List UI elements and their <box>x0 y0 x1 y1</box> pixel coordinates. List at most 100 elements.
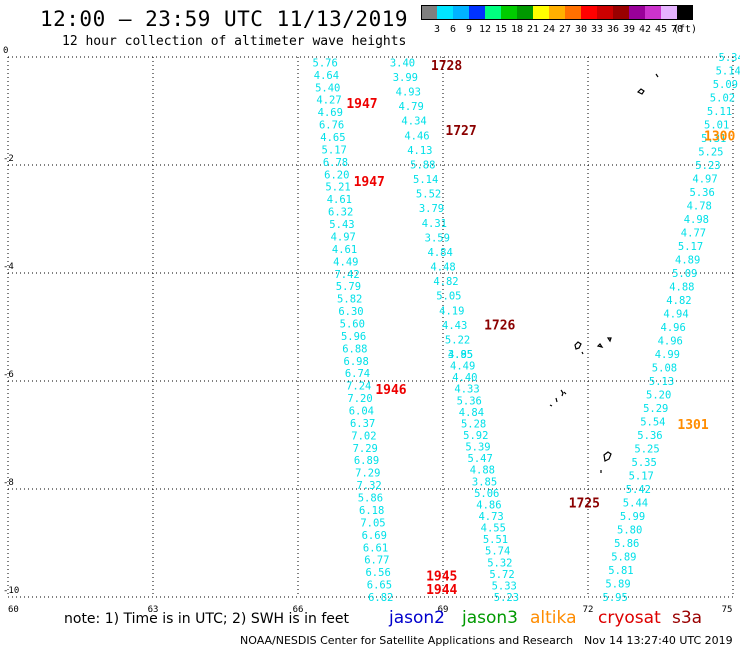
x-tick-label: 72 <box>583 605 594 615</box>
swh-value-label: 5.88 <box>410 159 435 171</box>
swh-value-label: 5.23 <box>695 160 720 172</box>
swh-value-label: 7.24 <box>346 381 371 393</box>
y-tick-label: -4 <box>3 262 14 272</box>
pass-time-label: 1947 <box>346 97 377 112</box>
colorbar-label: 27 <box>558 24 572 35</box>
swh-value-label: 5.47 <box>468 453 493 465</box>
colorbar-swatch <box>629 5 645 20</box>
legend-jason3: jason3 <box>462 608 518 628</box>
colorbar-label: 70 <box>670 24 684 35</box>
swh-value-label: 5.39 <box>465 442 490 454</box>
swh-value-label: 6.74 <box>345 368 370 380</box>
swh-value-label: 4.97 <box>331 231 356 243</box>
swh-value-label: 7.05 <box>360 517 385 529</box>
swh-value-label: 5.13 <box>649 376 674 388</box>
swh-value-label: 7.29 <box>355 468 380 480</box>
swh-value-label: 5.92 <box>463 430 488 442</box>
swh-value-label: 5.81 <box>608 565 633 577</box>
swh-value-label: 5.52 <box>416 189 441 201</box>
graticule: 60 63 66 69 72 75 0 -2 -4 -6 -8 -10 <box>3 46 734 615</box>
swh-value-label: 4.73 <box>478 511 503 523</box>
colorbar-swatch <box>581 5 597 20</box>
swh-value-label: 4.69 <box>318 107 343 119</box>
colorbar-swatch <box>661 5 677 20</box>
x-tick-label: 69 <box>438 605 449 615</box>
colorbar-swatch <box>533 5 549 20</box>
colorbar-swatch <box>549 5 565 20</box>
colorbar-label: 30 <box>574 24 588 35</box>
swh-value-label: 7.20 <box>347 393 372 405</box>
colorbar-label: 36 <box>606 24 620 35</box>
swh-value-label: 6.98 <box>344 356 369 368</box>
colorbar-swatch <box>597 5 613 20</box>
swh-value-label: 5.05 <box>436 291 461 303</box>
colorbar-swatch <box>517 5 533 20</box>
legend-cryosat: cryosat <box>598 608 661 628</box>
swh-value-label: 4.48 <box>430 262 455 274</box>
swh-value-label: 5.89 <box>605 579 630 591</box>
swh-value-label: 3.59 <box>425 232 450 244</box>
legend-jason2: jason2 <box>389 608 445 628</box>
swh-value-label: 5.60 <box>340 318 365 330</box>
pass-time-label: 1300 <box>704 129 735 144</box>
swh-value-label: 4.49 <box>450 361 475 373</box>
y-tick-label: -2 <box>3 154 14 164</box>
swh-value-label: 5.25 <box>634 444 659 456</box>
swh-value-label: 5.29 <box>643 403 668 415</box>
swh-value-label: 4.46 <box>404 130 429 142</box>
swh-value-label: 4.43 <box>442 320 467 332</box>
swh-value-label: 5.99 <box>620 511 645 523</box>
swh-value-label: 7.29 <box>353 443 378 455</box>
swh-value-label: 6.78 <box>323 157 348 169</box>
swh-value-label: 5.74 <box>485 546 510 558</box>
swh-value-label: 6.04 <box>349 406 374 418</box>
swh-value-label: 5.43 <box>329 219 354 231</box>
swh-value-label: 4.31 <box>422 218 447 230</box>
colorbar-label: 24 <box>542 24 556 35</box>
legend-s3a: s3a <box>672 608 703 628</box>
swh-value-label: 6.56 <box>365 567 390 579</box>
swh-value-label: 4.33 <box>454 384 479 396</box>
pass-time-label: 1946 <box>375 383 406 398</box>
x-tick-label: 75 <box>722 605 733 615</box>
swh-value-label: 4.88 <box>470 465 495 477</box>
swh-value-label: 4.65 <box>320 132 345 144</box>
swh-value-label: 4.84 <box>459 407 484 419</box>
pass-time-labels: 1728 1947 1727 1947 1300 1726 1946 1301 1725 1945… <box>346 59 735 598</box>
pass-time-label: 1726 <box>484 318 515 333</box>
colorbar-label: 3 <box>433 24 441 35</box>
swh-value-label: 5.54 <box>640 417 665 429</box>
swh-value-label: 6.18 <box>359 505 384 517</box>
swh-value-label: 4.88 <box>669 282 694 294</box>
colorbar-swatch <box>645 5 661 20</box>
swh-value-label: 5.21 <box>325 182 350 194</box>
swh-value-label: 4.55 <box>481 523 506 535</box>
pass-time-label: 1727 <box>445 124 476 139</box>
swh-value-label: 4.99 <box>655 349 680 361</box>
swh-value-label: 4.79 <box>399 101 424 113</box>
pass-time-label: 1301 <box>677 418 708 433</box>
swh-value-label: 5.20 <box>646 390 671 402</box>
colorbar-frame <box>421 5 693 20</box>
swh-value-label: 4.96 <box>661 322 686 334</box>
swh-value-label: 4.98 <box>684 214 709 226</box>
credit-line: NOAA/NESDIS Center for Satellite Applica… <box>240 634 574 647</box>
swh-value-label: 6.30 <box>338 306 363 318</box>
swh-value-label: 5.14 <box>413 174 438 186</box>
swh-value-label: 5.28 <box>461 418 486 430</box>
swh-value-label: 4.82 <box>433 276 458 288</box>
colorbar-swatch <box>453 5 469 20</box>
swh-value-label: 4.86 <box>476 499 501 511</box>
swh-value-label: 4.34 <box>401 116 426 128</box>
colorbar-label: 9 <box>465 24 473 35</box>
swh-value-label: 4.82 <box>666 295 691 307</box>
y-tick-label: 0 <box>3 46 8 56</box>
pass-time-label: 1728 <box>431 59 462 74</box>
y-tick-label: -6 <box>3 370 14 380</box>
swh-value-label: 4.96 <box>658 336 683 348</box>
swh-value-label: 5.34 <box>719 52 740 64</box>
swh-value-label: 4.85 <box>448 349 473 361</box>
colorbar-label: 15 <box>494 24 508 35</box>
swh-value-label: 6.37 <box>350 418 375 430</box>
y-tick-label: -8 <box>3 478 14 488</box>
